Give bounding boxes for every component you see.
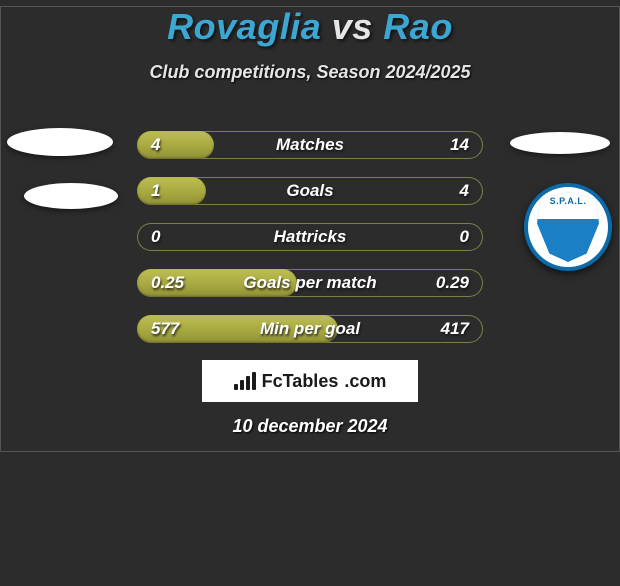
bar-chart-icon: [234, 372, 256, 390]
stat-label: Goals: [137, 177, 483, 205]
stat-bars: 4Matches141Goals40Hattricks00.25Goals pe…: [137, 131, 483, 361]
stat-value-right: 14: [450, 131, 469, 159]
stat-value-right: 0: [460, 223, 469, 251]
stat-row: 4Matches14: [137, 131, 483, 159]
brand-suffix: .com: [344, 371, 386, 392]
spal-logo-icon: S.P.A.L.: [524, 183, 612, 271]
stat-label: Hattricks: [137, 223, 483, 251]
brand-name: FcTables: [262, 371, 339, 392]
stat-row: 577Min per goal417: [137, 315, 483, 343]
stat-row: 0.25Goals per match0.29: [137, 269, 483, 297]
stat-value-right: 0.29: [436, 269, 469, 297]
stat-row: 0Hattricks0: [137, 223, 483, 251]
stat-value-right: 4: [460, 177, 469, 205]
stat-value-right: 417: [441, 315, 469, 343]
spal-logo-text: S.P.A.L.: [537, 196, 599, 206]
date-text: 10 december 2024: [0, 416, 620, 437]
fctables-brand: FcTables.com: [202, 360, 418, 402]
stat-label: Min per goal: [137, 315, 483, 343]
club-logo-left-1-icon: [7, 128, 113, 156]
stat-label: Goals per match: [137, 269, 483, 297]
stat-label: Matches: [137, 131, 483, 159]
club-logo-right-icon: [510, 132, 610, 154]
stat-row: 1Goals4: [137, 177, 483, 205]
club-logo-left-2-icon: [24, 183, 118, 209]
